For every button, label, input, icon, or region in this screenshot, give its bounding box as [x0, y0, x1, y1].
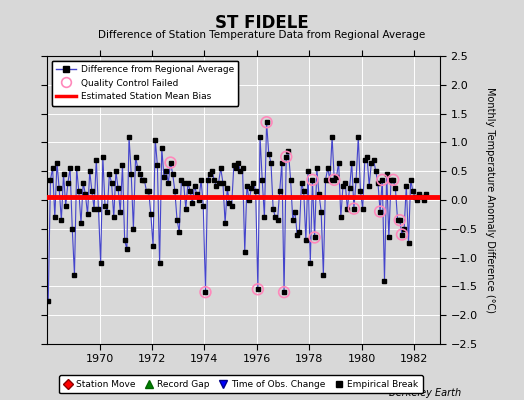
Point — [396, 217, 404, 223]
Point — [376, 208, 384, 215]
Text: ST FIDELE: ST FIDELE — [215, 14, 309, 32]
Point — [201, 289, 210, 295]
Point — [280, 289, 288, 295]
Point — [166, 159, 174, 166]
Point — [308, 177, 316, 183]
Point — [330, 177, 339, 183]
Point — [378, 177, 387, 183]
Point — [282, 154, 290, 160]
Y-axis label: Monthly Temperature Anomaly Difference (°C): Monthly Temperature Anomaly Difference (… — [485, 87, 495, 313]
Legend: Difference from Regional Average, Quality Control Failed, Estimated Station Mean: Difference from Regional Average, Qualit… — [52, 60, 238, 106]
Point — [310, 234, 319, 241]
Point — [263, 119, 271, 126]
Text: Berkeley Earth: Berkeley Earth — [389, 388, 461, 398]
Point — [389, 177, 397, 183]
Point — [398, 231, 406, 238]
Point — [350, 206, 358, 212]
Legend: Station Move, Record Gap, Time of Obs. Change, Empirical Break: Station Move, Record Gap, Time of Obs. C… — [59, 376, 423, 394]
Point — [254, 286, 262, 292]
Text: Difference of Station Temperature Data from Regional Average: Difference of Station Temperature Data f… — [99, 30, 425, 40]
